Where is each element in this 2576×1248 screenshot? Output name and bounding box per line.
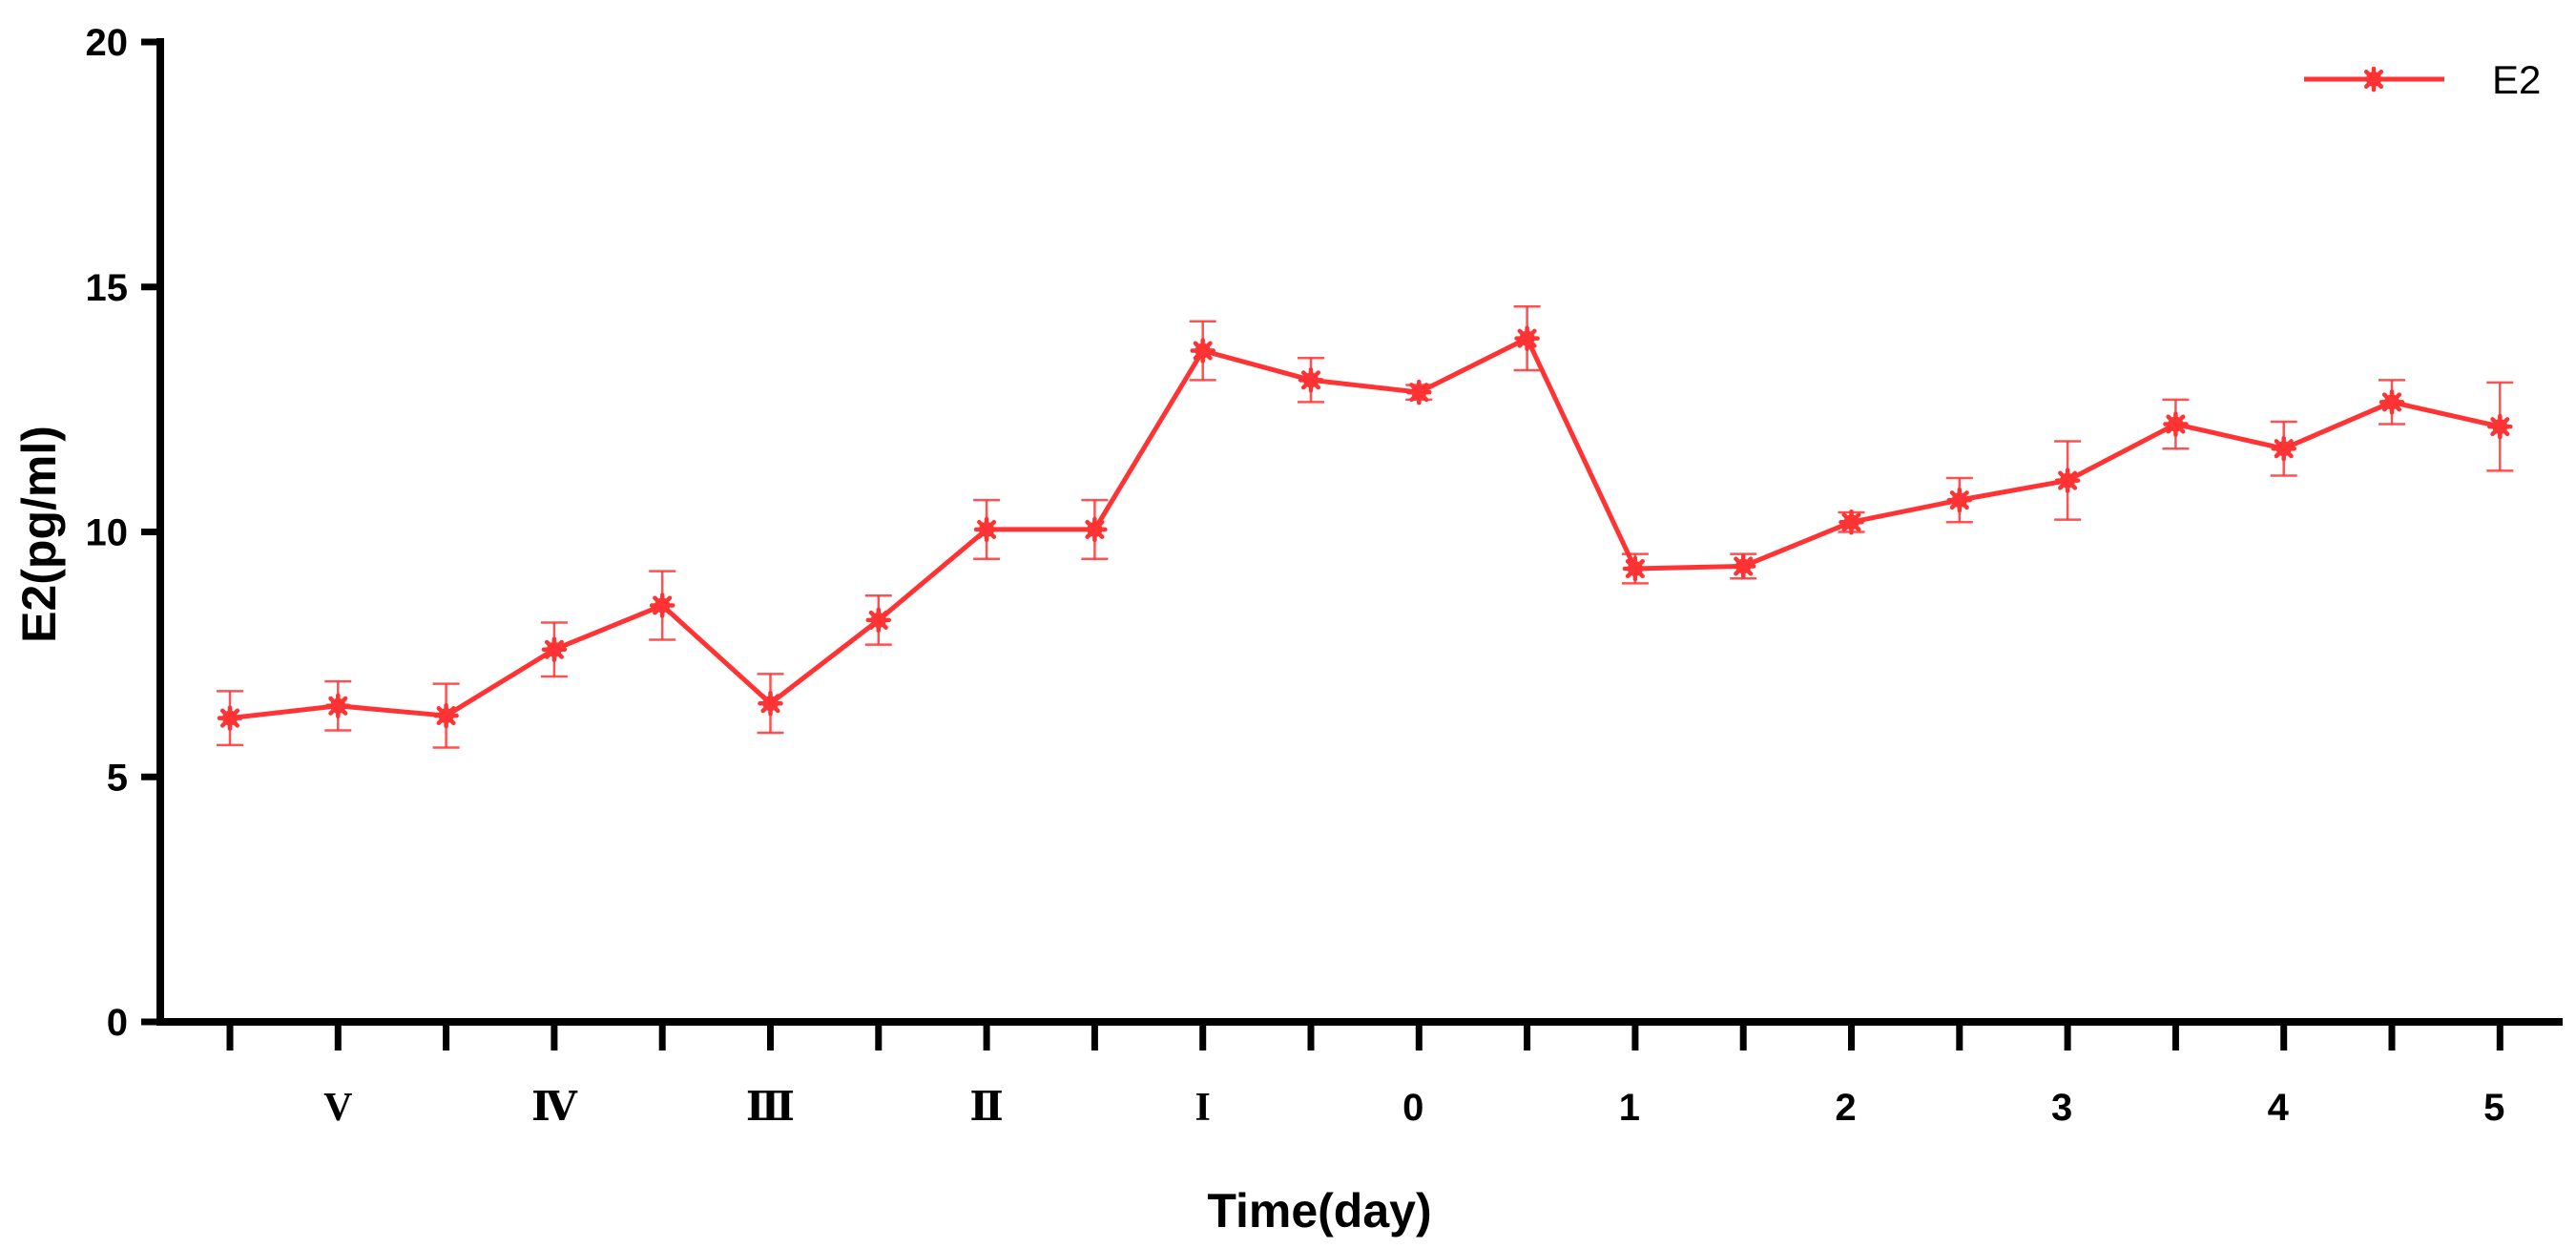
series-lines <box>227 336 2503 721</box>
data-point <box>1946 487 1973 513</box>
marker-spoke <box>1193 341 1213 361</box>
marker-spoke <box>2363 69 2384 90</box>
marker-spoke <box>1300 370 1321 390</box>
marker-spoke <box>2381 392 2402 412</box>
data-point <box>1190 338 1215 364</box>
marker-spoke <box>2490 417 2510 437</box>
marker-spoke <box>219 708 240 728</box>
x-tick-label: 3 <box>2051 1087 2072 1129</box>
data-point <box>1514 325 1540 351</box>
y-tick-label: 5 <box>107 757 128 799</box>
x-tick-label: V <box>323 1086 352 1130</box>
data-point <box>2379 389 2405 415</box>
x-tick-label: Ⅲ <box>746 1086 795 1130</box>
data-point <box>865 607 892 634</box>
marker-spoke <box>1085 519 1105 539</box>
legend-label: E2 <box>2492 57 2541 102</box>
data-point <box>2163 411 2189 437</box>
x-axis-ticks: V Ⅳ Ⅲ Ⅱ I 0 1 2 3 4 5 <box>226 1022 2504 1130</box>
data-point <box>1622 555 1649 582</box>
data-point <box>1298 367 1324 393</box>
marker-spoke <box>868 610 888 630</box>
data-point <box>2271 435 2296 462</box>
legend: E2 <box>2304 57 2541 102</box>
marker-spoke <box>653 595 673 615</box>
marker-spoke <box>544 639 564 659</box>
marker-spoke <box>1625 558 1645 579</box>
data-point <box>1406 379 1432 406</box>
x-tick-label: 1 <box>1619 1087 1640 1129</box>
x-tick-label: I <box>1195 1086 1211 1130</box>
error-bars <box>217 305 2514 749</box>
y-axis-title: E2(pg/ml) <box>12 426 66 643</box>
data-point <box>325 693 351 719</box>
marker-spoke <box>977 519 997 539</box>
marker-spoke <box>1734 556 1754 576</box>
marker-spoke <box>436 706 456 726</box>
y-tick-label: 20 <box>86 22 129 64</box>
data-point <box>217 705 243 731</box>
marker-spoke <box>760 694 780 714</box>
data-point <box>2054 468 2081 493</box>
data-point <box>541 636 568 662</box>
legend-marker <box>2360 66 2387 93</box>
marker-spoke <box>328 696 348 716</box>
x-tick-label: 5 <box>2483 1087 2504 1129</box>
x-tick-label: 4 <box>2268 1087 2290 1129</box>
y-axis-ticks: 0 5 10 15 20 <box>86 22 160 1044</box>
x-axis-title: Time(day) <box>1207 1184 1431 1238</box>
marker-spoke <box>1841 512 1861 532</box>
marker-spoke <box>2274 439 2294 459</box>
x-tick-label: Ⅱ <box>969 1086 1003 1130</box>
marker-spoke <box>1949 490 1969 510</box>
data-point <box>433 702 459 729</box>
data-point <box>1730 553 1756 579</box>
marker-spoke <box>1409 383 1429 403</box>
y-tick-label: 0 <box>107 1002 128 1044</box>
data-point <box>1839 509 1864 535</box>
y-tick-label: 15 <box>86 267 129 309</box>
x-tick-label: 0 <box>1402 1087 1423 1129</box>
marker-spoke <box>2058 470 2078 490</box>
data-point <box>758 690 783 717</box>
marker-spoke <box>1517 328 1537 348</box>
x-tick-label: Ⅳ <box>531 1086 578 1130</box>
data-points <box>217 325 2513 731</box>
data-point <box>973 516 1000 543</box>
x-tick-label: 2 <box>1835 1087 1856 1129</box>
marker-spoke <box>2166 414 2186 434</box>
axes <box>156 38 2563 1026</box>
data-point <box>649 593 675 618</box>
data-point <box>1082 516 1108 543</box>
y-tick-label: 10 <box>86 512 129 554</box>
series-line-e2 <box>227 336 2503 721</box>
legend-marker-symbol <box>2360 66 2387 93</box>
data-point <box>2487 413 2513 440</box>
